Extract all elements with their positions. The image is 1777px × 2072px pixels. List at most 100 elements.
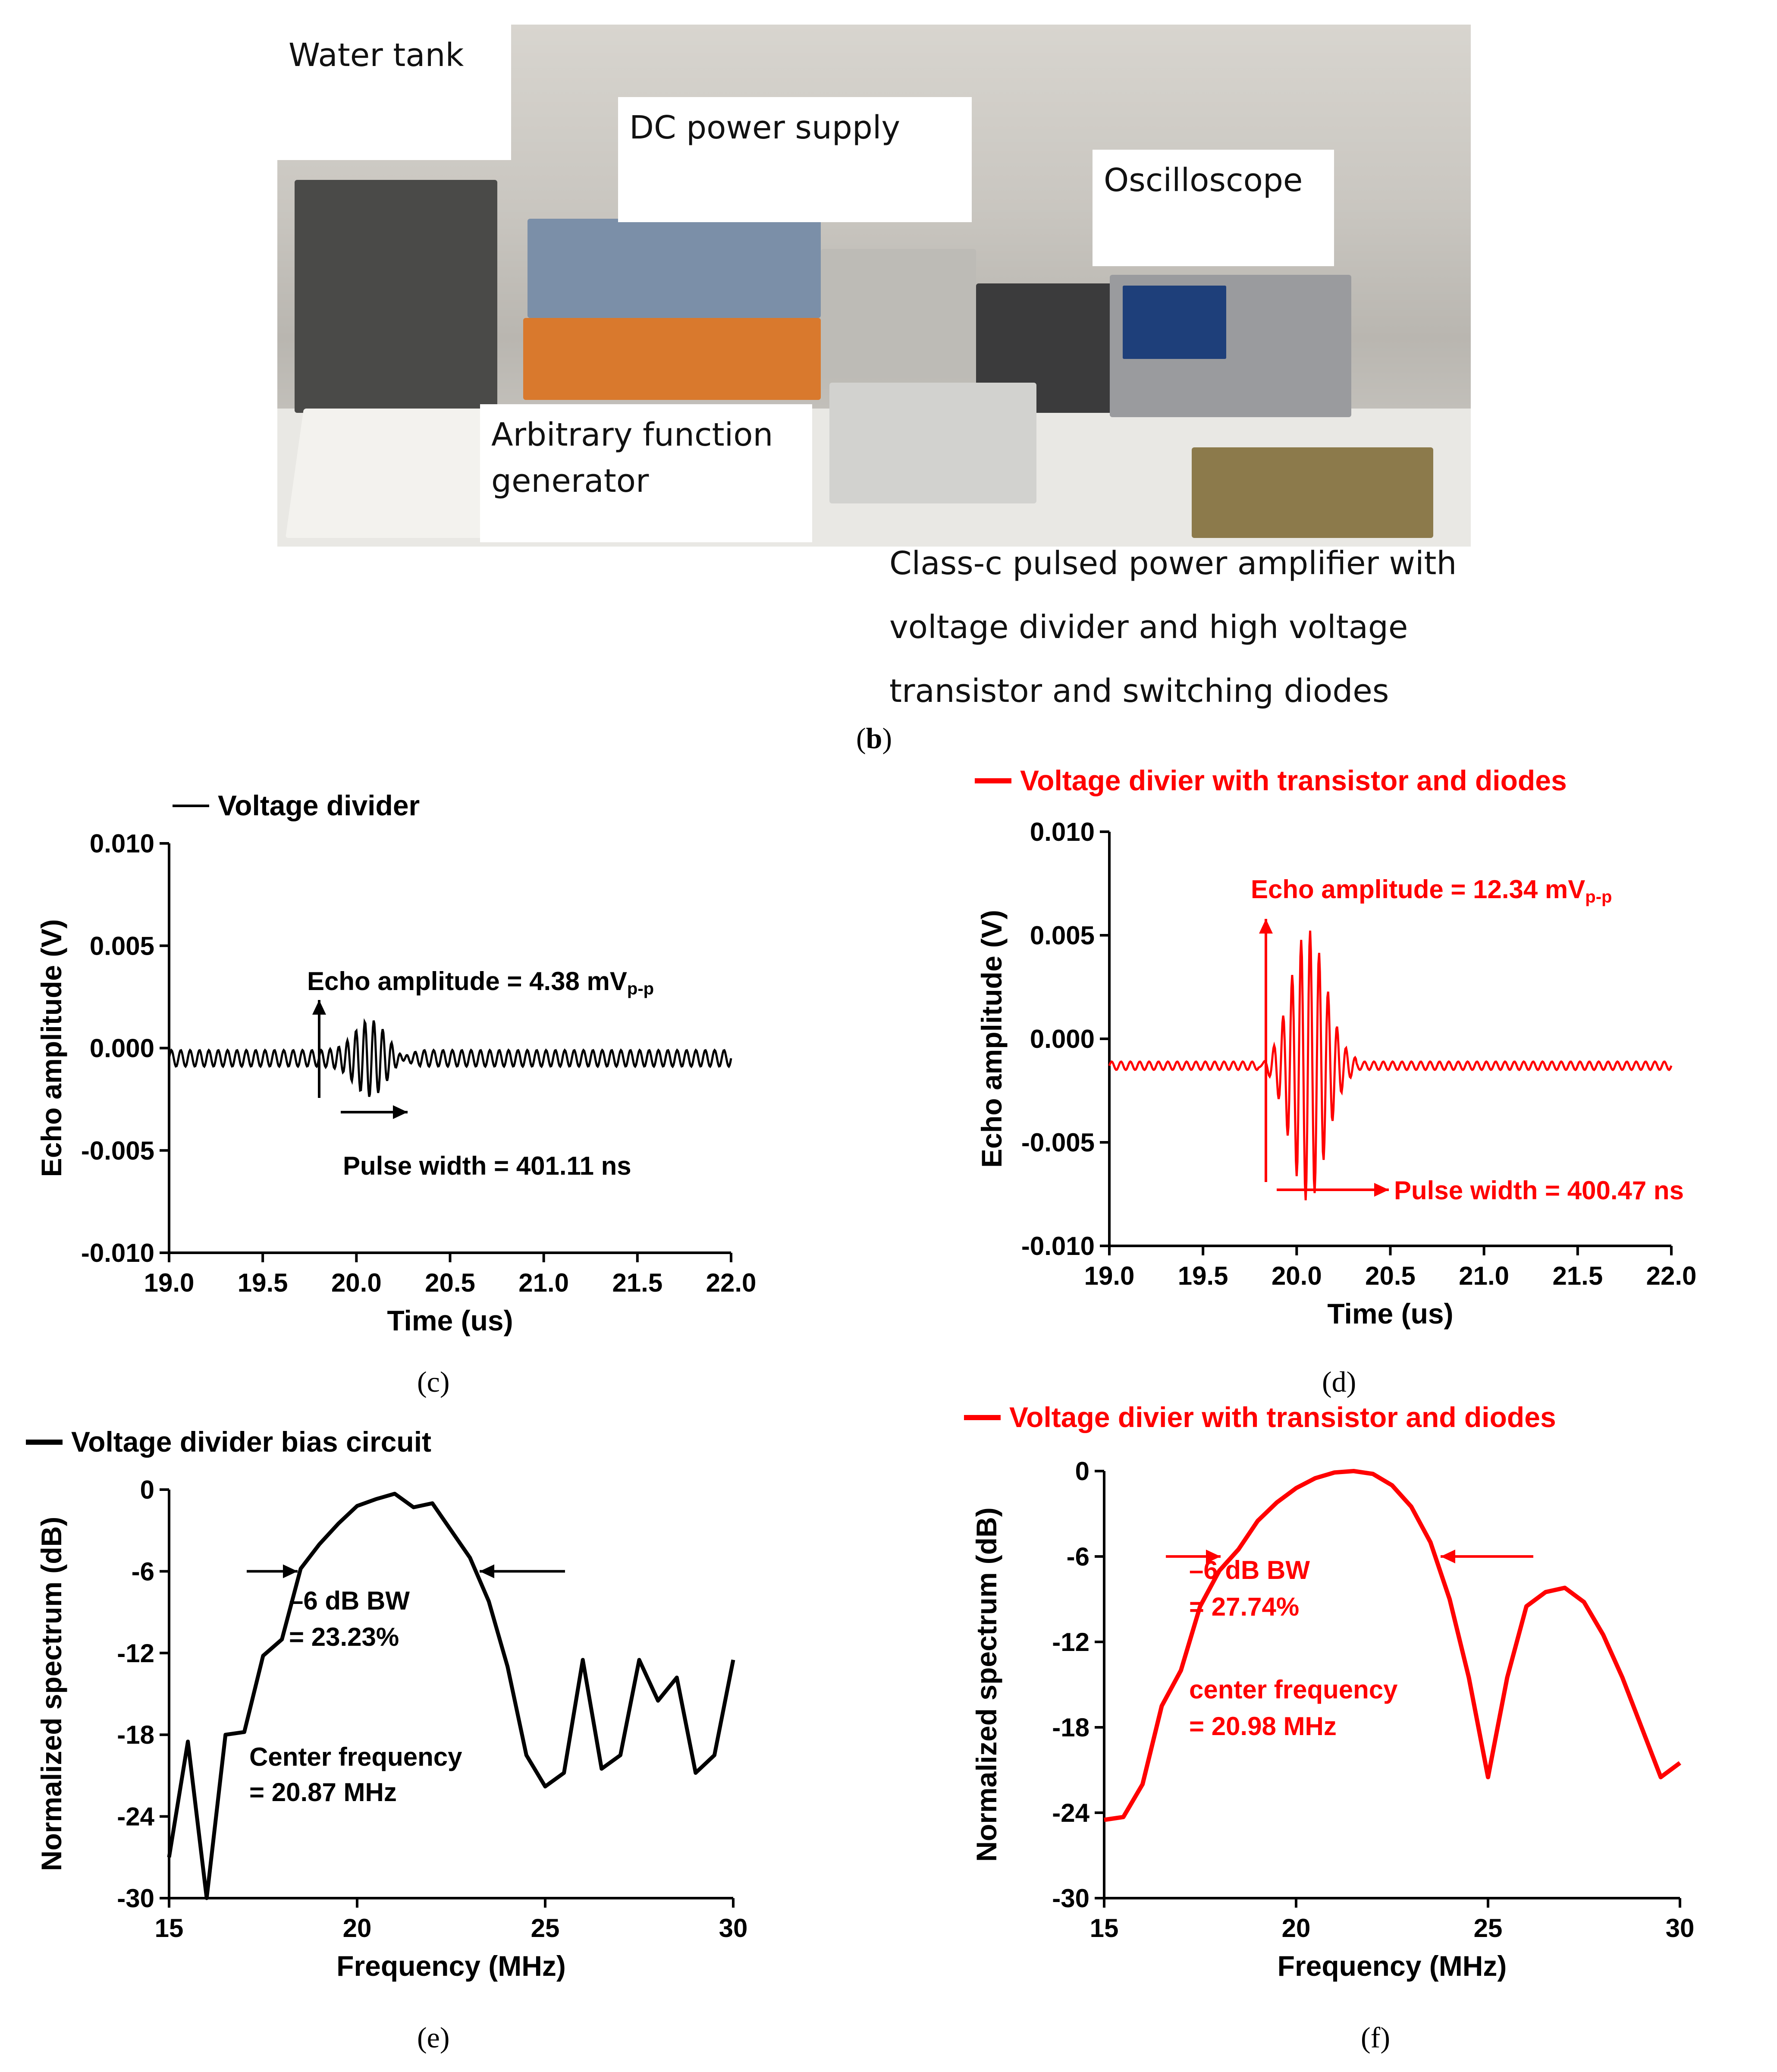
y-tick-label: 0.005 [90,931,154,960]
legend-label: Voltage divider bias circuit [71,1426,431,1458]
power-supply-equipment [821,249,976,378]
y-axis-label: Normalized spectrum (dB) [35,1517,67,1871]
y-tick-label: 0.000 [90,1034,154,1063]
generator-box [829,383,1036,503]
amplifier-equipment [523,318,821,400]
x-tick-label: 21.5 [1552,1261,1603,1290]
amp-line-3: transistor and switching diodes [889,673,1389,710]
x-tick-label: 22.0 [706,1268,757,1297]
y-tick-label: -12 [117,1639,154,1668]
x-tick-label: 19.0 [1084,1261,1135,1290]
y-tick-label: -18 [1052,1713,1089,1742]
x-tick-label: 30 [719,1914,748,1943]
bw-label-2: = 23.23% [289,1622,399,1651]
bw-label-1: –6 dB BW [289,1586,410,1615]
caption-d-letter: d [1331,1365,1347,1398]
y-tick-label: -24 [117,1802,154,1831]
x-tick-label: 20 [343,1914,372,1943]
pulse-width-label: Pulse width = 401.11 ns [343,1151,631,1180]
y-tick-label: -30 [1052,1884,1089,1913]
x-tick-label: 21.0 [518,1268,569,1297]
label-arbitrary-function-generator: Arbitrary function generator [480,404,812,542]
x-tick-label: 15 [1090,1914,1119,1943]
y-axis-label: Echo amplitude (V) [976,910,1008,1168]
y-tick-label: 0 [140,1475,154,1504]
legend-label: Voltage divier with transistor and diode… [1009,1401,1556,1433]
caption-e: (e) [417,2021,450,2054]
label-dc-power-supply: DC power supply [618,97,972,222]
bw-arrow-left-head [1206,1550,1221,1563]
series-line [1108,931,1673,1201]
y-axis-label: Echo amplitude (V) [35,919,67,1177]
bw-label-1: –6 dB BW [1189,1556,1310,1585]
x-tick-label: 20.5 [1365,1261,1416,1290]
bw-label-2: = 27.74% [1189,1592,1299,1621]
x-tick-label: 20.5 [425,1268,475,1297]
echo-sub: p-p [1585,887,1612,906]
y-tick-label: -30 [117,1884,154,1913]
amp-line-1: Class-c pulsed power amplifier with [889,545,1457,582]
x-tick-label: 21.0 [1459,1261,1509,1290]
x-tick-label: 22.0 [1646,1261,1697,1290]
bw-arrow-right-head [1441,1550,1455,1563]
x-tick-label: 30 [1666,1914,1695,1943]
series-line [168,1018,732,1097]
y-tick-label: -18 [117,1720,154,1749]
y-tick-label: 0.010 [90,829,154,858]
x-axis-label: Time (us) [387,1305,513,1336]
bw-arrow-right-head [480,1564,494,1578]
x-tick-label: 20 [1282,1914,1311,1943]
x-axis-label: Time (us) [1327,1298,1453,1330]
pulse-width-label: Pulse width = 400.47 ns [1394,1176,1684,1205]
x-tick-label: 19.5 [238,1268,288,1297]
x-axis-label: Frequency (MHz) [1278,1950,1507,1982]
label-water-tank: Water tank [277,25,511,160]
legend-label: Voltage divider [218,789,420,821]
y-tick-label: 0 [1075,1457,1089,1486]
y-tick-label: 0.005 [1030,921,1095,950]
water-tank-equipment [295,180,497,413]
y-tick-label: 0.010 [1030,817,1095,846]
echo-arrow-head [312,1000,326,1015]
pulse-arrow-head [393,1105,408,1119]
caption-d: (d) [1322,1365,1356,1398]
y-tick-label: -0.010 [81,1239,154,1267]
function-generator-equipment [527,219,821,318]
y-tick-label: -0.010 [1021,1232,1095,1261]
oscilloscope-screen [1123,286,1226,359]
series-line [167,1492,735,1900]
lab-setup-photo: Water tank DC power supply Oscilloscope … [277,25,1471,547]
bw-arrow-left-head [283,1564,298,1578]
pulse-arrow-head [1374,1183,1389,1197]
caption-b: (b) [856,722,892,755]
amp-line-2: voltage divider and high voltage [889,609,1408,646]
circuit-board [1192,447,1433,538]
y-tick-label: -0.005 [81,1136,154,1165]
caption-c: (c) [417,1365,450,1398]
cf-label-1: Center frequency [249,1742,462,1771]
series-line [1104,1469,1681,1822]
echo-amplitude-label: Echo amplitude = 12.34 mVp-p [1251,875,1612,906]
y-tick-label: -0.005 [1021,1128,1095,1157]
cf-label-2: = 20.87 MHz [249,1778,397,1807]
caption-c-letter: c [427,1365,440,1398]
y-tick-label: 0.000 [1030,1025,1095,1053]
y-tick-label: -12 [1052,1628,1089,1657]
y-tick-label: -24 [1052,1798,1089,1827]
echo-amplitude-label: Echo amplitude = 4.38 mVp-p [307,967,654,998]
caption-b-letter: b [866,722,882,755]
cf-label-2: = 20.98 MHz [1189,1712,1337,1741]
x-tick-label: 25 [531,1914,560,1943]
label-oscilloscope: Oscilloscope [1093,150,1334,266]
x-tick-label: 20.0 [331,1268,382,1297]
y-tick-label: -6 [1067,1542,1089,1571]
y-tick-label: -6 [132,1557,154,1586]
afg-line-1: Arbitrary function [491,416,773,453]
y-axis-label: Normalized spectrum (dB) [970,1507,1002,1861]
caption-f-letter: f [1370,2021,1381,2054]
cf-label-1: center frequency [1189,1675,1398,1704]
